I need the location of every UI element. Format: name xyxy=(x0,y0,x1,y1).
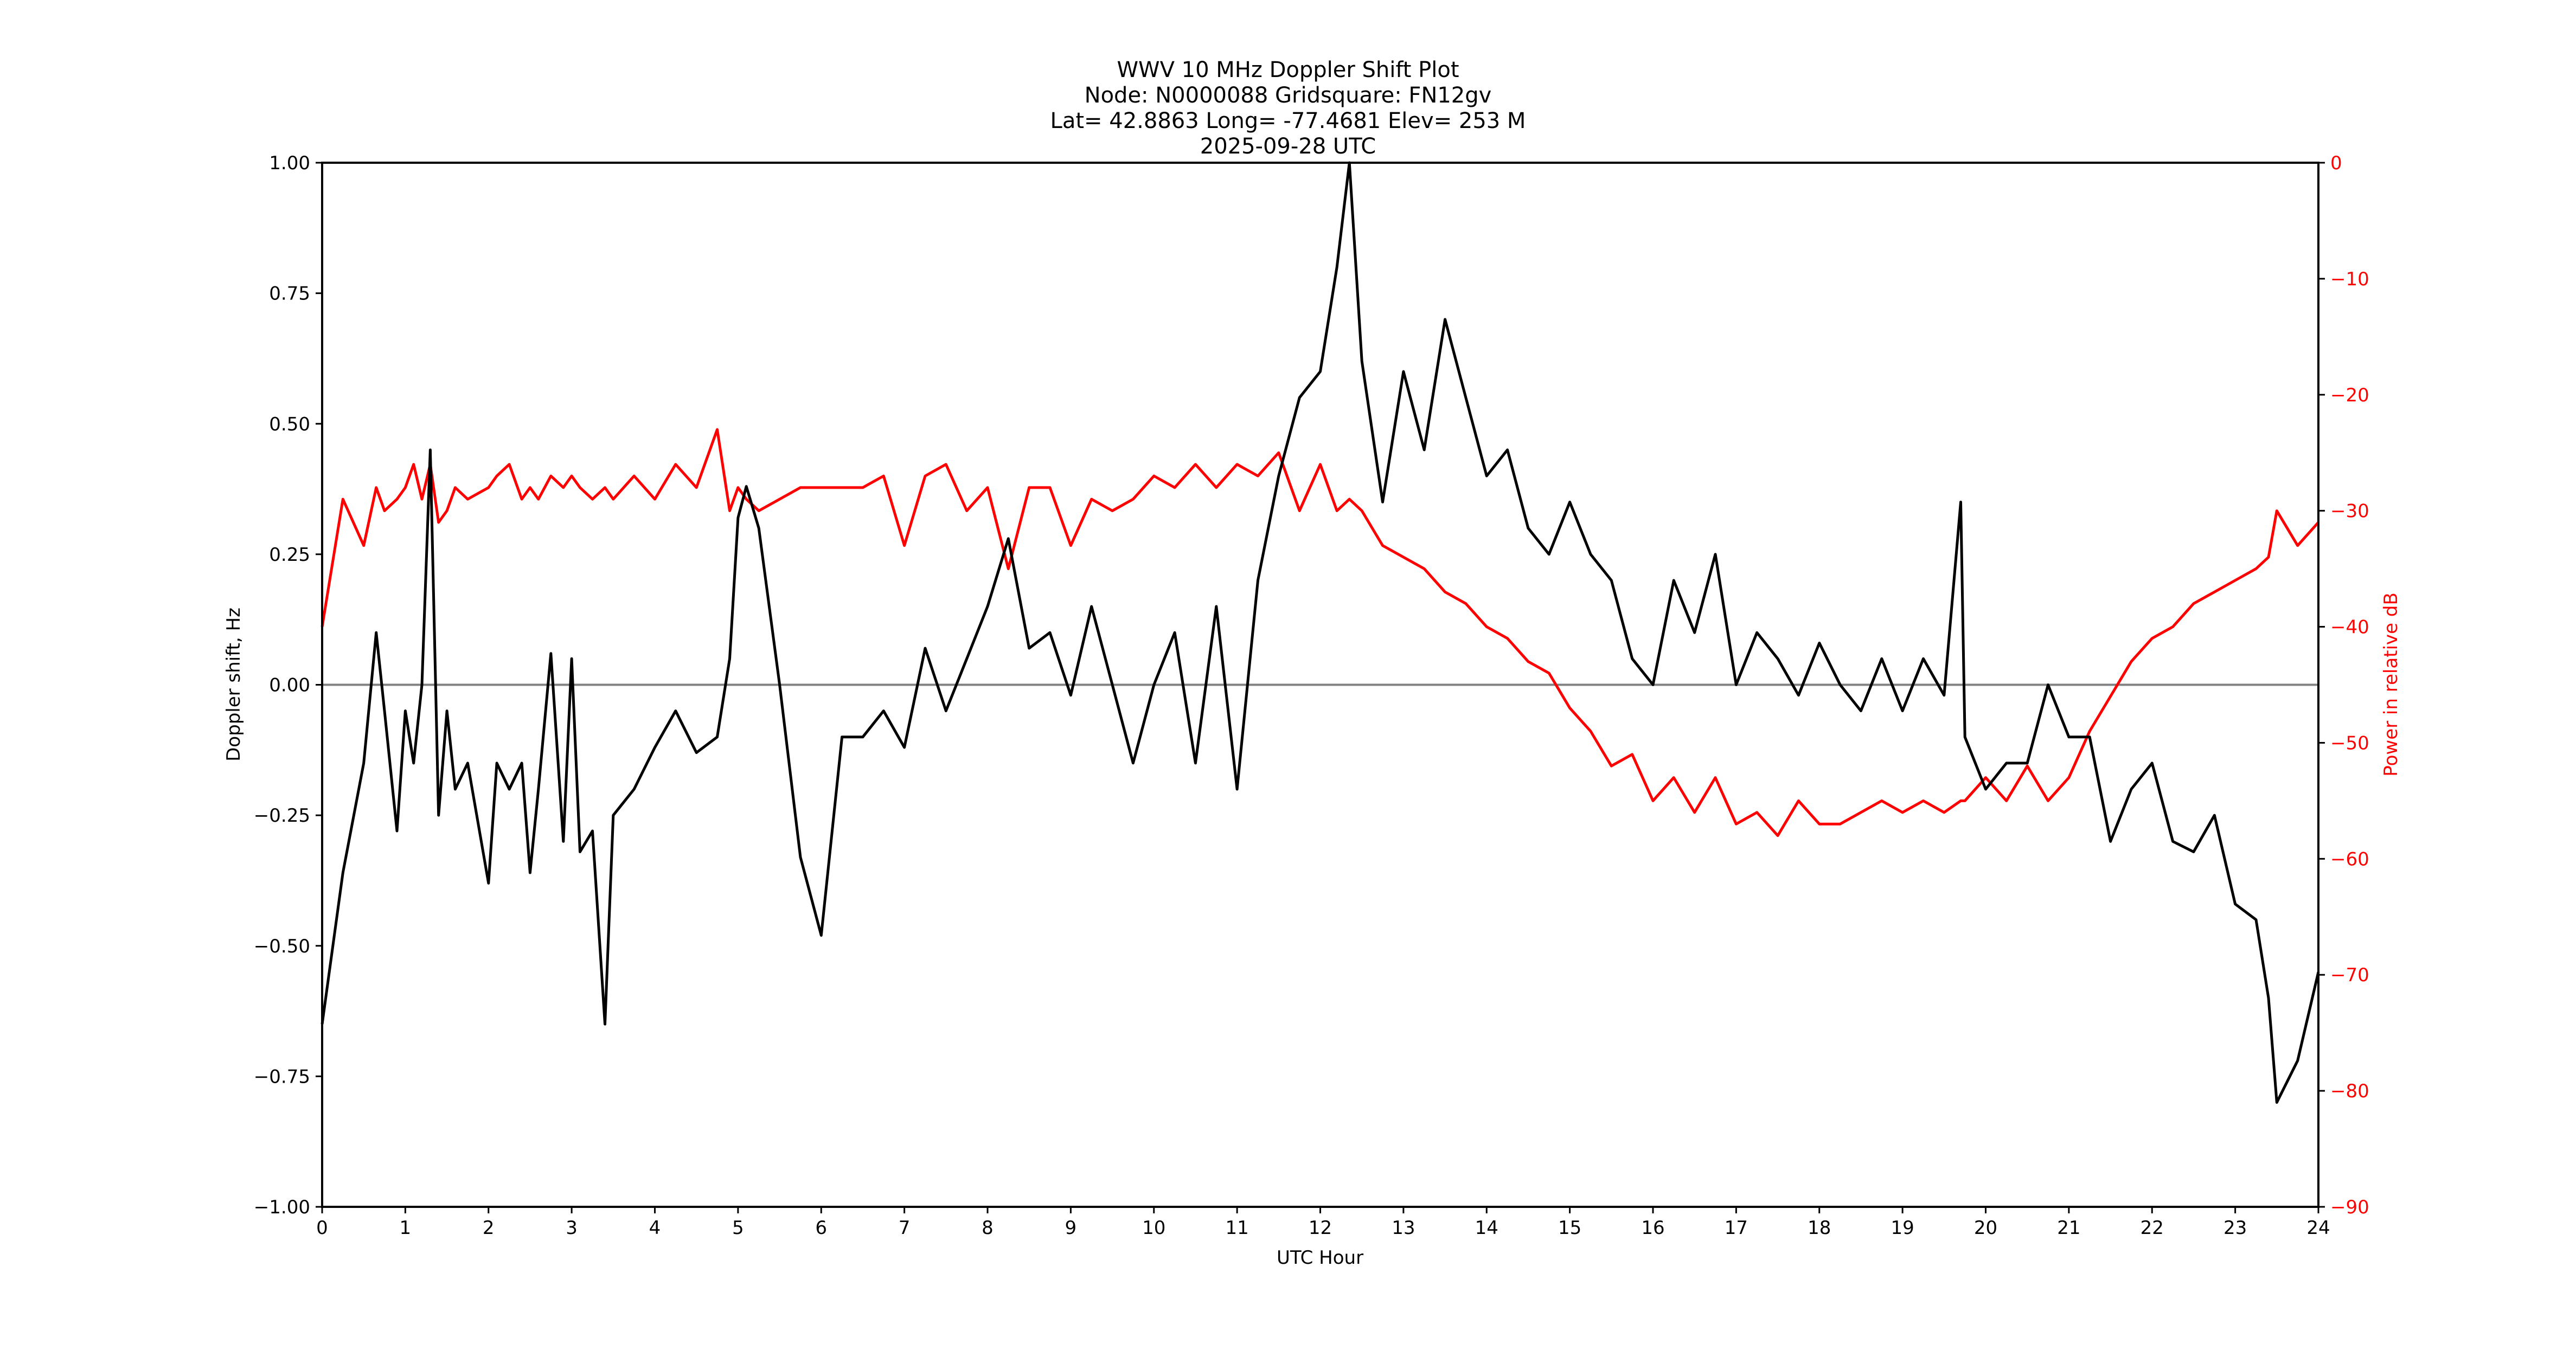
x-tick-label: 6 xyxy=(815,1217,827,1239)
x-tick-label: 16 xyxy=(1641,1217,1664,1239)
y-tick-label: 1.00 xyxy=(269,152,310,174)
x-axis-label: UTC Hour xyxy=(1277,1247,1363,1269)
y-tick-label: 0.25 xyxy=(269,544,310,566)
x-tick-label: 9 xyxy=(1065,1217,1077,1239)
x-tick-label: 8 xyxy=(982,1217,994,1239)
x-tick-label: 11 xyxy=(1225,1217,1248,1239)
y2-tick-label: 0 xyxy=(2330,152,2342,174)
x-tick-label: 21 xyxy=(2057,1217,2080,1239)
y2-tick-label: −80 xyxy=(2330,1080,2369,1102)
x-tick-label: 20 xyxy=(1974,1217,1997,1239)
y2-tick-label: −10 xyxy=(2330,268,2369,290)
x-tick-label: 2 xyxy=(483,1217,495,1239)
right-y-axis-label: Power in relative dB xyxy=(2380,592,2402,776)
y-tick-label: 0.00 xyxy=(269,675,310,696)
y2-tick-label: −60 xyxy=(2330,848,2369,870)
chart-subtitle-date: 2025-09-28 UTC xyxy=(1200,134,1376,159)
y2-tick-label: −70 xyxy=(2330,964,2369,986)
x-tick-label: 14 xyxy=(1475,1217,1498,1239)
chart-subtitle-node: Node: N0000088 Gridsquare: FN12gv xyxy=(1084,83,1492,108)
x-tick-label: 3 xyxy=(566,1217,578,1239)
y-tick-label: 0.75 xyxy=(269,283,310,305)
x-tick-label: 10 xyxy=(1142,1217,1165,1239)
x-tick-label: 12 xyxy=(1309,1217,1332,1239)
x-tick-label: 1 xyxy=(400,1217,412,1239)
power-series-line xyxy=(321,428,2319,837)
x-tick-label: 23 xyxy=(2223,1217,2247,1239)
x-tick-label: 7 xyxy=(899,1217,911,1239)
x-tick-label: 18 xyxy=(1808,1217,1831,1239)
x-tick-label: 0 xyxy=(316,1217,328,1239)
left-y-axis-label: Doppler shift, Hz xyxy=(223,607,245,762)
doppler-series-line xyxy=(321,161,2320,1104)
y2-tick-label: −40 xyxy=(2330,617,2369,638)
y-tick-label: −0.50 xyxy=(254,936,310,957)
x-axis-ticks: 0 1 2 3 4 5 6 7 8 9 10 11 12 13 14 15 16 17 18 19 20 21 22 23 24 xyxy=(316,1207,2330,1239)
x-tick-label: 15 xyxy=(1558,1217,1581,1239)
left-y-axis-ticks: 1.00 0.75 0.50 0.25 0.00 −0.25 −0.50 −0.75 −1.00 xyxy=(254,152,322,1218)
x-tick-label: 22 xyxy=(2141,1217,2164,1239)
y2-tick-label: −20 xyxy=(2330,385,2369,406)
y-tick-label: 0.50 xyxy=(269,413,310,435)
y2-tick-label: −50 xyxy=(2330,732,2369,754)
x-tick-label: 5 xyxy=(732,1217,744,1239)
chart-subtitle-location: Lat= 42.8863 Long= -77.4681 Elev= 253 M xyxy=(1050,108,1526,133)
y-tick-label: −0.75 xyxy=(254,1066,310,1088)
x-tick-label: 24 xyxy=(2306,1217,2330,1239)
y-tick-label: −1.00 xyxy=(254,1197,310,1218)
y-tick-label: −0.25 xyxy=(254,805,310,827)
x-tick-label: 17 xyxy=(1725,1217,1748,1239)
x-tick-label: 19 xyxy=(1891,1217,1914,1239)
x-tick-label: 13 xyxy=(1392,1217,1415,1239)
y2-tick-label: −30 xyxy=(2330,501,2369,522)
y2-tick-label: −90 xyxy=(2330,1197,2369,1218)
x-tick-label: 4 xyxy=(649,1217,661,1239)
right-y-axis-ticks: 0 −10 −20 −30 −40 −50 −60 −70 −80 −90 xyxy=(2318,152,2369,1218)
chart-title: WWV 10 MHz Doppler Shift Plot xyxy=(1117,57,1459,82)
